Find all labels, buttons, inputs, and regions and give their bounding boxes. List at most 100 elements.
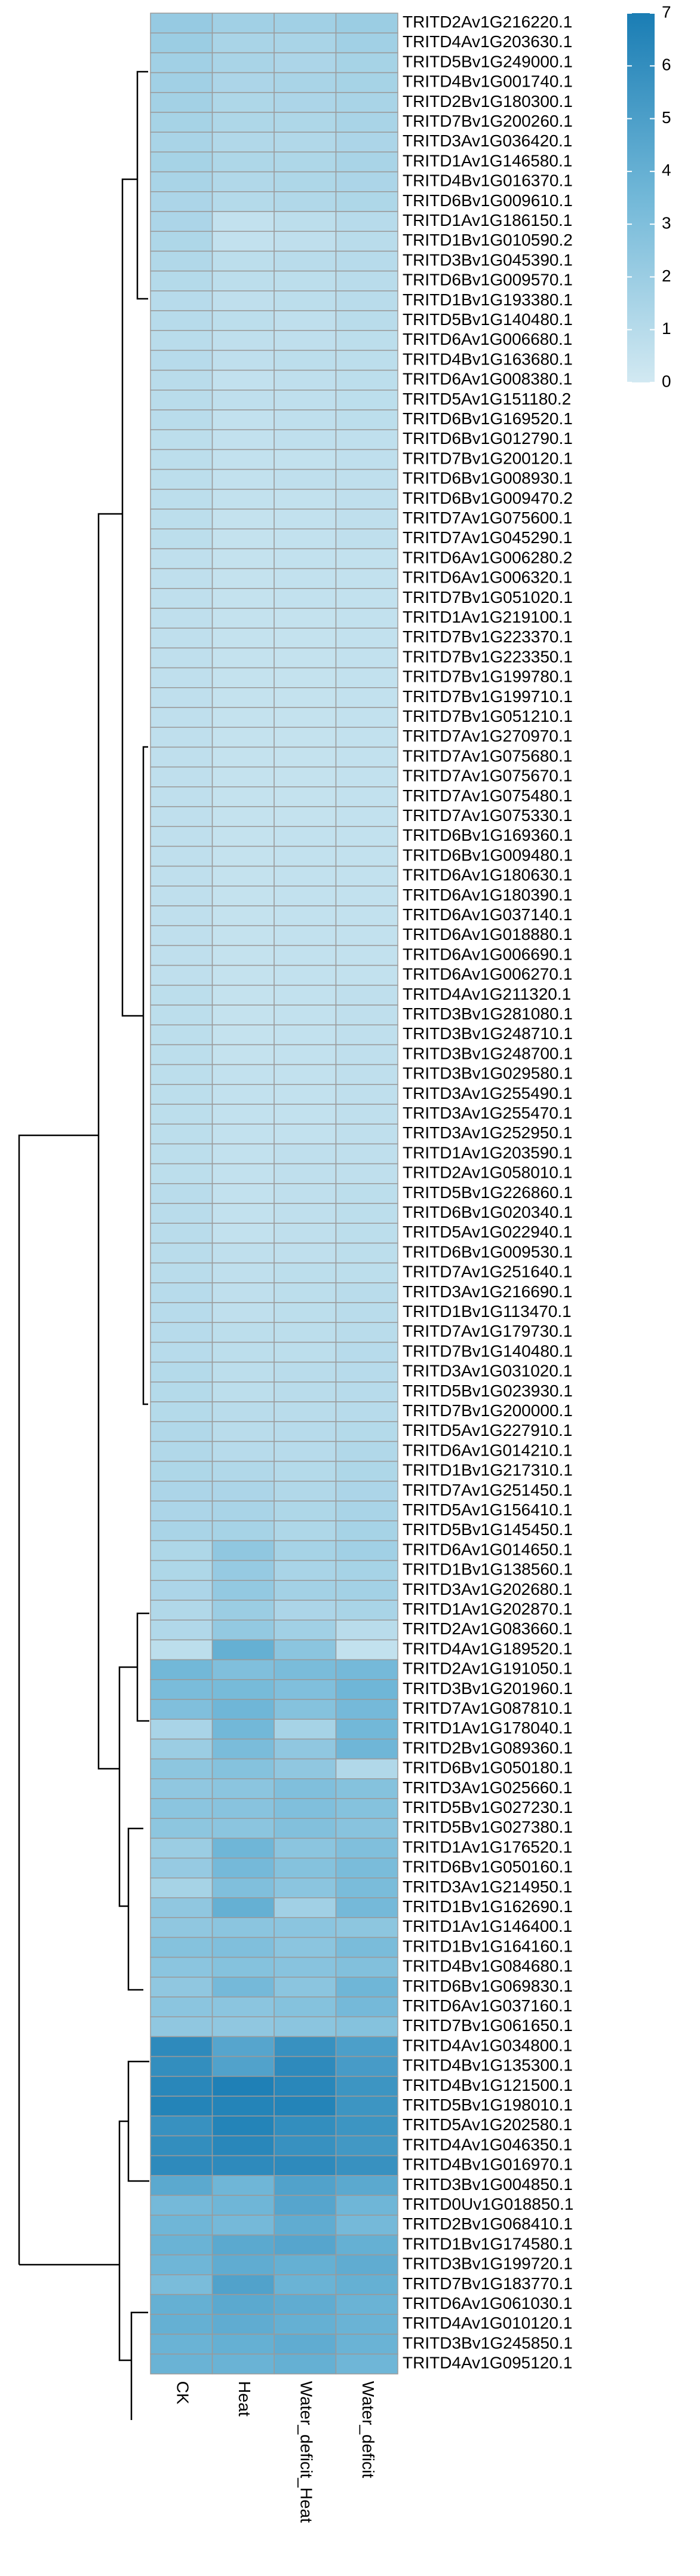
heatmap-cell: [150, 250, 213, 272]
heatmap-cell: [211, 1262, 275, 1284]
heatmap-cell: [150, 707, 213, 728]
heatmap-cell: [211, 1937, 275, 1958]
heatmap-cell: [150, 886, 213, 906]
heatmap-cell: [150, 687, 213, 708]
heatmap-cell: [211, 2195, 275, 2216]
heatmap-cell: [335, 786, 398, 807]
heatmap-cell: [335, 1917, 398, 1938]
heatmap-cell: [211, 1143, 275, 1165]
heatmap-cell: [211, 786, 275, 807]
heatmap-cell: [335, 1302, 398, 1323]
heatmap-cell: [150, 1818, 213, 1839]
heatmap-cell: [150, 865, 213, 887]
legend-tick-label: 6: [662, 56, 671, 74]
row-label: TRITD1Av1G219100.1: [403, 608, 572, 626]
row-label: TRITD2Av1G191050.1: [403, 1659, 572, 1678]
heatmap-cell: [150, 1917, 213, 1938]
row-label: TRITD6Bv1G009570.1: [403, 271, 573, 289]
row-label: TRITD4Av1G189520.1: [403, 1639, 572, 1658]
heatmap-cell: [274, 1341, 337, 1363]
heatmap-cell: [150, 2036, 213, 2057]
column-label: Heat: [235, 2381, 254, 2416]
heatmap-cell: [150, 846, 213, 867]
heatmap-cell: [211, 766, 275, 788]
row-label: TRITD5Av1G227910.1: [403, 1421, 572, 1439]
heatmap-cell: [274, 151, 337, 173]
heatmap-cell: [274, 1897, 337, 1918]
heatmap-cell: [150, 468, 213, 490]
heatmap-cell: [211, 310, 275, 331]
heatmap-cell: [335, 1282, 398, 1303]
heatmap-cell: [150, 1520, 213, 1542]
row-label: TRITD5Av1G156410.1: [403, 1500, 572, 1519]
heatmap-cell: [211, 1322, 275, 1343]
heatmap-cell: [335, 1977, 398, 1998]
heatmap-cell: [274, 865, 337, 887]
heatmap-cell: [211, 647, 275, 669]
heatmap-cell: [274, 667, 337, 688]
heatmap-cell: [274, 1738, 337, 1760]
heatmap-cell: [335, 2254, 398, 2275]
heatmap-cell: [335, 2333, 398, 2355]
heatmap-cell: [211, 350, 275, 371]
heatmap-cell: [335, 846, 398, 867]
legend-tick-label: 5: [662, 108, 671, 127]
row-label: TRITD4Bv1G001740.1: [403, 72, 573, 91]
heatmap-cell: [335, 2115, 398, 2137]
heatmap-cell: [274, 231, 337, 252]
heatmap-cell: [274, 72, 337, 93]
heatmap-cell: [335, 2016, 398, 2038]
heatmap-cell: [150, 1401, 213, 1422]
heatmap-cell: [274, 350, 337, 371]
heatmap-cell: [150, 390, 213, 411]
heatmap-cell: [335, 1560, 398, 1581]
heatmap-cell: [211, 1798, 275, 1819]
heatmap-cell: [335, 1163, 398, 1184]
heatmap-cell: [335, 32, 398, 54]
heatmap-cell: [274, 310, 337, 331]
row-label: TRITD1Av1G186150.1: [403, 211, 572, 229]
heatmap-cell: [150, 1659, 213, 1680]
row-label: TRITD5Bv1G027380.1: [403, 1818, 573, 1836]
heatmap-cell: [335, 1600, 398, 1621]
heatmap-cell: [335, 449, 398, 470]
heatmap-cell: [211, 1560, 275, 1581]
row-label: TRITD6Bv1G169360.1: [403, 826, 573, 844]
heatmap-cell: [274, 1163, 337, 1184]
heatmap-cell: [150, 826, 213, 847]
heatmap-cell: [150, 588, 213, 609]
heatmap-cell: [335, 1401, 398, 1422]
heatmap-cell: [150, 1798, 213, 1819]
heatmap-cell: [335, 1203, 398, 1224]
heatmap-cell: [274, 429, 337, 451]
heatmap-cell: [150, 1163, 213, 1184]
heatmap-cell: [150, 2294, 213, 2315]
heatmap-cell: [274, 1203, 337, 1224]
heatmap-cell: [211, 1738, 275, 1760]
row-label: TRITD7Av1G270970.1: [403, 727, 572, 745]
heatmap-cell: [150, 1084, 213, 1105]
heatmap-cell: [211, 1123, 275, 1145]
heatmap-cell: [211, 1639, 275, 1661]
heatmap-cell: [150, 2115, 213, 2137]
row-label: TRITD4Av1G095120.1: [403, 2354, 572, 2372]
heatmap-cell: [274, 2214, 337, 2236]
row-label: TRITD3Bv1G201960.1: [403, 1679, 573, 1698]
heatmap-cell: [211, 191, 275, 212]
heatmap-cell: [150, 1143, 213, 1165]
heatmap-cell: [274, 707, 337, 728]
heatmap-cell: [335, 647, 398, 669]
heatmap-cell: [335, 191, 398, 212]
row-label: TRITD5Bv1G145450.1: [403, 1520, 573, 1539]
heatmap-cell: [274, 489, 337, 510]
heatmap-cell: [211, 2274, 275, 2295]
heatmap-cell: [335, 1104, 398, 1125]
heatmap-cell: [274, 1977, 337, 1998]
heatmap-cell: [150, 2135, 213, 2157]
row-label: TRITD4Bv1G084680.1: [403, 1957, 573, 1975]
heatmap-cell: [335, 2214, 398, 2236]
heatmap-cell: [335, 826, 398, 847]
row-label: TRITD7Bv1G200120.1: [403, 449, 573, 467]
heatmap-cell: [274, 528, 337, 550]
